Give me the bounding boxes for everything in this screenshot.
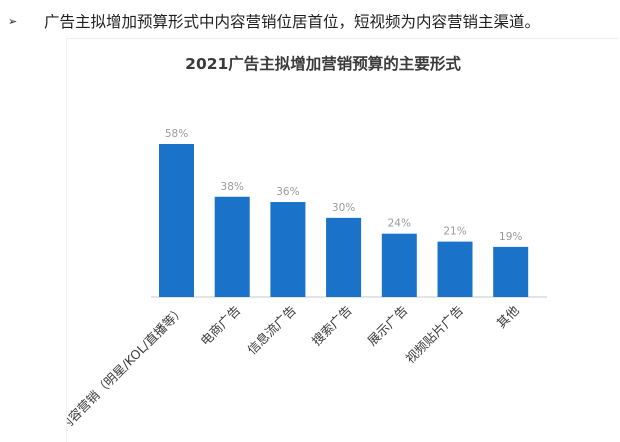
chart-panel: 2021广告主拟增加营销预算的主要形式 58% 内容营销（明星/KOL/直播等） 3… <box>66 38 619 442</box>
value-label-1: 38% <box>221 181 244 193</box>
bar-0 <box>159 144 194 297</box>
bar-2 <box>270 202 306 297</box>
value-label-3: 30% <box>332 202 355 214</box>
bar-5 <box>437 241 473 297</box>
category-label-1: 电商广告 <box>197 303 243 349</box>
bars-group: 58% 内容营销（明星/KOL/直播等） 38% 电商广告 36% 信息流广告 30% 搜索广… <box>67 128 547 434</box>
bar-1 <box>214 196 250 297</box>
category-label-3: 搜索广告 <box>309 303 355 349</box>
value-label-0: 58% <box>165 128 188 140</box>
category-label-0: 内容营销（明星/KOL/直播等） <box>67 303 188 434</box>
bar-6 <box>493 246 529 297</box>
bar-4 <box>381 233 417 297</box>
category-label-2: 信息流广告 <box>244 303 299 358</box>
bar-3 <box>326 217 362 297</box>
value-label-5: 21% <box>443 226 466 238</box>
bullet-point: ➢ 广告主拟增加预算形式中内容营销位居首位，短视频为内容营销主渠道。 <box>6 6 618 36</box>
chart-title: 2021广告主拟增加营销预算的主要形式 <box>185 54 461 73</box>
bar-chart: 2021广告主拟增加营销预算的主要形式 58% 内容营销（明星/KOL/直播等） 3… <box>67 54 547 434</box>
category-label-5: 视频贴片广告 <box>402 303 466 367</box>
value-label-6: 19% <box>499 231 522 243</box>
bullet-arrow-icon: ➢ <box>8 14 18 28</box>
value-label-2: 36% <box>276 186 299 198</box>
category-label-6: 其他 <box>494 302 523 331</box>
bullet-text: 广告主拟增加预算形式中内容营销位居首位，短视频为内容营销主渠道。 <box>44 13 541 31</box>
category-label-4: 展示广告 <box>364 303 410 349</box>
value-label-4: 24% <box>388 218 411 230</box>
